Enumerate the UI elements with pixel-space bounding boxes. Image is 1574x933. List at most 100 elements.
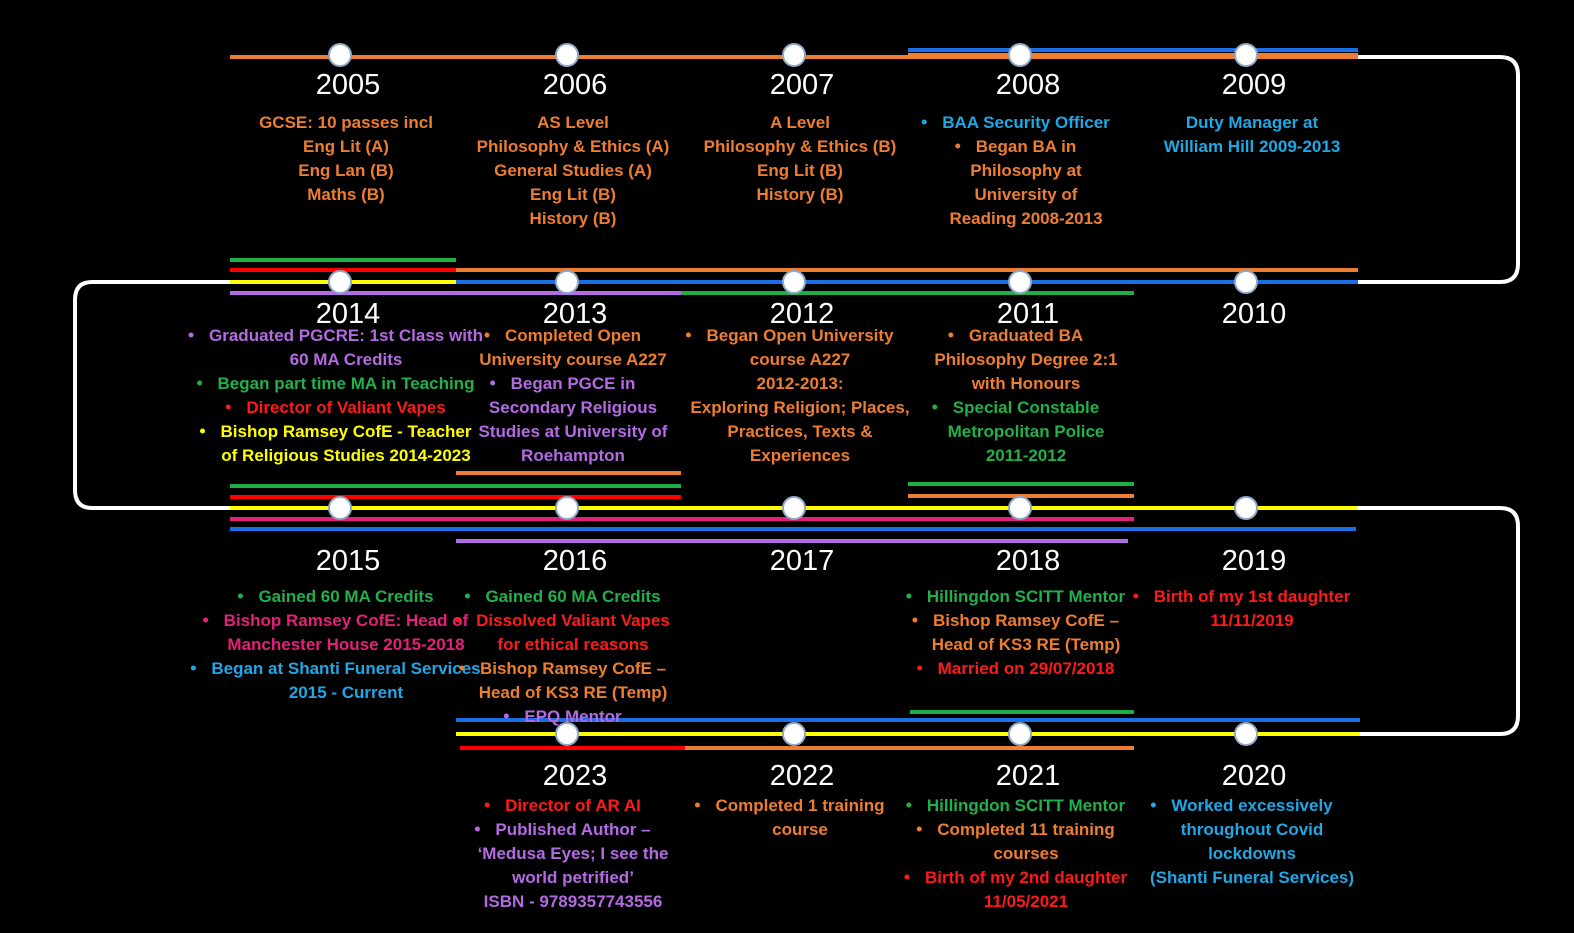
bullet xyxy=(503,713,509,719)
year-label: 2018 xyxy=(996,545,1061,577)
year-node xyxy=(328,496,352,520)
connector xyxy=(1358,506,1520,736)
year-node xyxy=(555,270,579,294)
entry-line: Maths (B) xyxy=(307,185,384,204)
entry-line: Experiences xyxy=(750,446,850,465)
entry-line: Eng Lit (A) xyxy=(303,137,389,156)
entry-line: Bishop Ramsey CofE – xyxy=(933,611,1119,630)
bullet xyxy=(490,380,496,386)
year-label: 2021 xyxy=(996,760,1061,792)
connector xyxy=(1358,55,1520,284)
bullet xyxy=(694,802,700,808)
year-node xyxy=(782,722,806,746)
entry-line: AS Level xyxy=(537,113,609,132)
year-label: 2019 xyxy=(1222,545,1287,577)
entry-line: Birth of my 2nd daughter xyxy=(925,868,1128,887)
entry-line: Began PGCE in xyxy=(511,374,636,393)
year-label: 2011 xyxy=(997,298,1059,330)
bullet xyxy=(906,593,912,599)
entry-line: for ethical reasons xyxy=(497,635,648,654)
entry-line: 11/05/2021 xyxy=(984,892,1068,911)
entry-line: BAA Security Officer xyxy=(942,113,1110,132)
year-label: 2015 xyxy=(316,545,381,577)
bullet xyxy=(197,380,203,386)
year-label: 2017 xyxy=(770,545,835,577)
entry-line: Completed Open xyxy=(505,326,641,345)
bullet xyxy=(190,665,196,671)
entry-line: (Shanti Funeral Services) xyxy=(1150,868,1354,887)
bullet xyxy=(1150,802,1156,808)
year-node xyxy=(328,43,352,67)
entry-line: Studies at University of xyxy=(479,422,668,441)
bullet xyxy=(455,617,461,623)
entry-line: 2015 - Current xyxy=(289,683,404,702)
year-label: 2008 xyxy=(996,69,1061,101)
entry-line: Began part time MA in Teaching xyxy=(218,374,475,393)
entry-line: History (B) xyxy=(757,185,844,204)
year-node xyxy=(555,496,579,520)
bullet xyxy=(203,617,209,623)
year-label: 2009 xyxy=(1222,69,1287,101)
entry-line: 2012-2013: xyxy=(757,374,844,393)
entry-line: Hillingdon SCITT Mentor xyxy=(927,796,1126,815)
entry-line: 11/11/2019 xyxy=(1210,611,1293,630)
entry-line: Worked excessively xyxy=(1171,796,1333,815)
entry-line: Manchester House 2015-2018 xyxy=(227,635,464,654)
entry-line: Bishop Ramsey CofE: Head of xyxy=(224,611,469,630)
entry-line: Gained 60 MA Credits xyxy=(258,587,433,606)
entry-line: Birth of my 1st daughter xyxy=(1154,587,1351,606)
bullet xyxy=(955,143,961,149)
entry-line: Graduated PGCRE: 1st Class with xyxy=(209,326,483,345)
year-node xyxy=(1008,496,1032,520)
entry-line: Bishop Ramsey CofE - Teacher xyxy=(221,422,472,441)
year-node xyxy=(328,270,352,294)
entry-line: Roehampton xyxy=(521,446,625,465)
entry-line: University of xyxy=(975,185,1078,204)
entry-line: Head of KS3 RE (Temp) xyxy=(479,683,668,702)
bullet xyxy=(474,826,480,832)
bullet xyxy=(484,332,490,338)
entry-line: Philosophy & Ethics (B) xyxy=(704,137,897,156)
year-label: 2012 xyxy=(770,298,835,330)
entry-line: Metropolitan Police xyxy=(948,422,1105,441)
entry-line: Exploring Religion; Places, xyxy=(690,398,909,417)
entry-line: ‘Medusa Eyes; I see the xyxy=(478,844,669,863)
entry-line: Completed 1 training xyxy=(715,796,884,815)
entry-line: Completed 11 training xyxy=(937,820,1115,839)
entry-line: General Studies (A) xyxy=(494,161,652,180)
year-node xyxy=(1008,722,1032,746)
year-node xyxy=(1234,496,1258,520)
bullet xyxy=(904,874,910,880)
bullet xyxy=(916,826,922,832)
entry-line: GCSE: 10 passes incl xyxy=(259,113,433,132)
year-node xyxy=(782,43,806,67)
year-label: 2014 xyxy=(316,298,381,330)
entry-line: course A227 xyxy=(750,350,850,369)
year-node xyxy=(1234,722,1258,746)
entry-line: Philosophy Degree 2:1 xyxy=(934,350,1117,369)
entry-line: Secondary Religious xyxy=(489,398,657,417)
year-label: 2023 xyxy=(543,760,608,792)
bullet xyxy=(225,404,231,410)
connector xyxy=(73,280,230,510)
entry-line: History (B) xyxy=(530,209,617,228)
entry-line: ISBN - 9789357743556 xyxy=(484,892,663,911)
entry-line: Hillingdon SCITT Mentor xyxy=(927,587,1126,606)
year-label: 2005 xyxy=(316,69,381,101)
entry-line: Reading 2008-2013 xyxy=(949,209,1102,228)
year-label: 2016 xyxy=(543,545,608,577)
year-label: 2020 xyxy=(1222,760,1287,792)
entry-line: with Honours xyxy=(971,374,1081,393)
bullet xyxy=(1133,593,1139,599)
entry-line: Graduated BA xyxy=(969,326,1083,345)
bullet xyxy=(200,428,206,434)
entry-line: Duty Manager at xyxy=(1186,113,1319,132)
bullet xyxy=(464,593,470,599)
entry-line: Special Constable xyxy=(953,398,1099,417)
entry-line: Philosophy at xyxy=(970,161,1082,180)
bullet xyxy=(917,665,923,671)
year-node xyxy=(782,496,806,520)
entry-line: world petrified’ xyxy=(511,868,634,887)
year-label: 2010 xyxy=(1222,298,1287,330)
